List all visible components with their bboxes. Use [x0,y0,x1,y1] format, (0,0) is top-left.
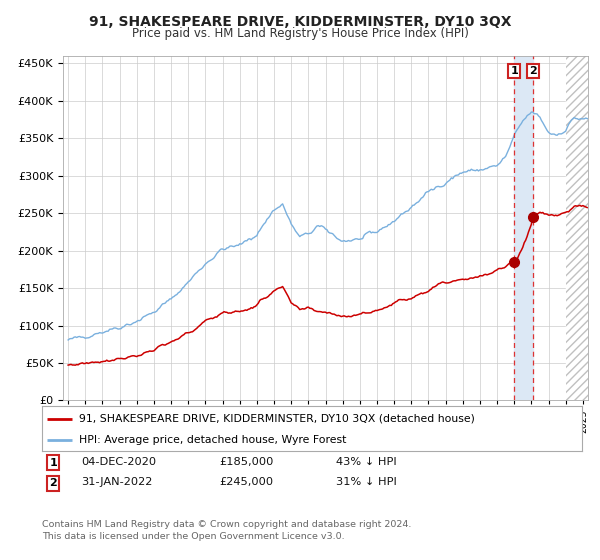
Text: 91, SHAKESPEARE DRIVE, KIDDERMINSTER, DY10 3QX: 91, SHAKESPEARE DRIVE, KIDDERMINSTER, DY… [89,15,511,29]
Text: Price paid vs. HM Land Registry's House Price Index (HPI): Price paid vs. HM Land Registry's House … [131,27,469,40]
Text: £245,000: £245,000 [219,477,273,487]
Text: £185,000: £185,000 [219,457,274,467]
Bar [514,56,533,400]
Text: 31-JAN-2022: 31-JAN-2022 [81,477,152,487]
Text: 04-DEC-2020: 04-DEC-2020 [81,457,156,467]
Bar [566,56,600,400]
Text: 43% ↓ HPI: 43% ↓ HPI [336,457,397,467]
Text: 91, SHAKESPEARE DRIVE, KIDDERMINSTER, DY10 3QX (detached house): 91, SHAKESPEARE DRIVE, KIDDERMINSTER, DY… [79,413,475,423]
Bar [566,56,600,400]
Text: 1: 1 [511,66,518,76]
Text: 31% ↓ HPI: 31% ↓ HPI [336,477,397,487]
Text: Contains HM Land Registry data © Crown copyright and database right 2024.
This d: Contains HM Land Registry data © Crown c… [42,520,412,541]
Text: 2: 2 [529,66,536,76]
Text: 1: 1 [49,458,57,468]
Text: 2: 2 [49,478,57,488]
Text: HPI: Average price, detached house, Wyre Forest: HPI: Average price, detached house, Wyre… [79,435,346,445]
